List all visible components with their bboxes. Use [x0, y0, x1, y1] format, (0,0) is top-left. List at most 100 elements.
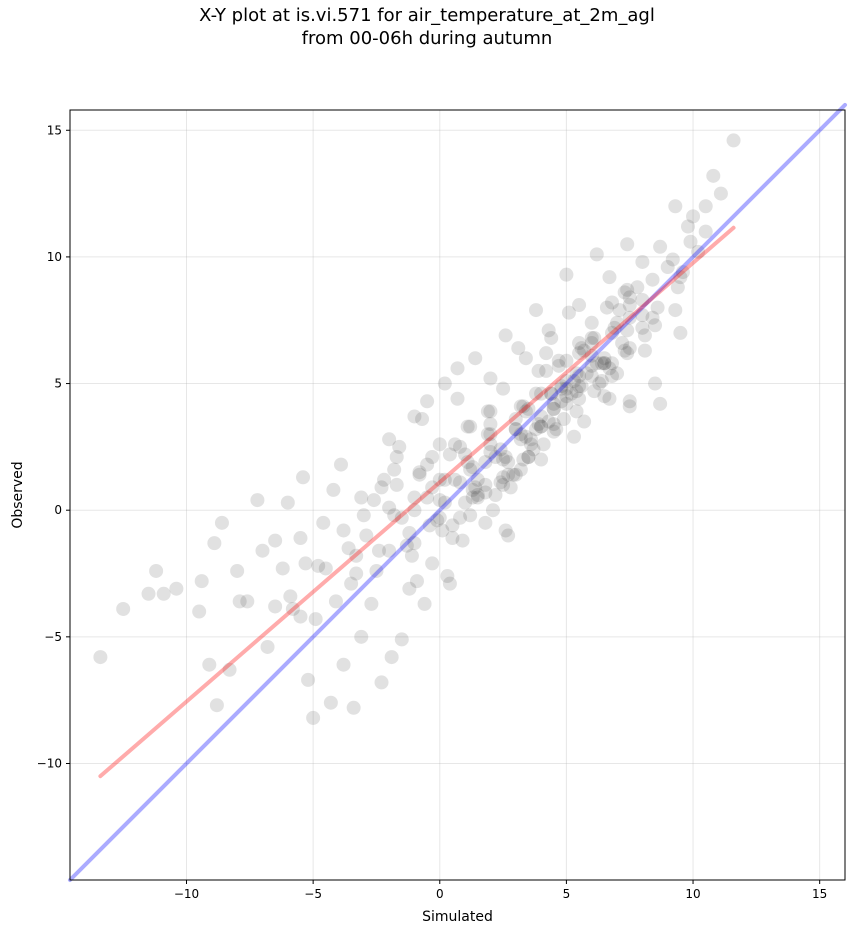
scatter-point	[597, 356, 612, 371]
scatter-point	[539, 363, 554, 378]
scatter-point	[584, 336, 599, 351]
scatter-point	[569, 384, 584, 399]
scatter-point	[285, 601, 300, 616]
scatter-point	[374, 675, 389, 690]
scatter-point	[604, 325, 619, 340]
scatter-point	[534, 419, 549, 434]
scatter-point	[602, 361, 617, 376]
scatter-point	[630, 280, 645, 295]
scatter-point	[483, 437, 498, 452]
scatter-point	[622, 310, 637, 325]
scatter-point	[584, 330, 599, 345]
scatter-point	[483, 444, 498, 459]
scatter-point	[698, 224, 713, 239]
scatter-point	[653, 396, 668, 411]
scatter-point	[346, 700, 361, 715]
scatter-point	[572, 298, 587, 313]
scatter-point	[425, 450, 440, 465]
scatter-point	[437, 472, 452, 487]
scatter-point	[407, 490, 422, 505]
scatter-point	[516, 452, 531, 467]
scatter-point	[480, 404, 495, 419]
scatter-point	[445, 518, 460, 533]
scatter-point	[318, 561, 333, 576]
one-to-one-line	[68, 102, 847, 882]
scatter-point	[445, 531, 460, 546]
scatter-point	[412, 467, 427, 482]
scatter-point	[389, 450, 404, 465]
scatter-point	[298, 556, 313, 571]
scatter-point	[572, 368, 587, 383]
scatter-point	[546, 424, 561, 439]
scatter-point	[572, 346, 587, 361]
scatter-point	[407, 409, 422, 424]
scatter-point	[544, 386, 559, 401]
scatter-point	[207, 536, 222, 551]
scatter-point	[567, 374, 582, 389]
scatter-point	[546, 401, 561, 416]
scatter-point	[615, 336, 630, 351]
scatter-point	[328, 594, 343, 609]
scatter-point	[214, 515, 229, 530]
scatter-point	[417, 596, 432, 611]
scatter-point	[387, 508, 402, 523]
scatter-point	[584, 368, 599, 383]
scatter-point	[156, 586, 171, 601]
scatter-point	[572, 391, 587, 406]
scatter-point	[554, 381, 569, 396]
scatter-point	[680, 219, 695, 234]
scatter-point	[648, 318, 663, 333]
scatter-point	[508, 422, 523, 437]
scatter-point	[635, 308, 650, 323]
scatter-point	[437, 495, 452, 510]
scatter-point	[686, 209, 701, 224]
scatter-point	[483, 371, 498, 386]
data-points	[93, 133, 741, 725]
scatter-point	[399, 538, 414, 553]
scatter-point	[268, 533, 283, 548]
scatter-point	[620, 282, 635, 297]
scatter-point	[572, 336, 587, 351]
scatter-point	[572, 379, 587, 394]
scatter-point	[420, 457, 435, 472]
scatter-point	[574, 341, 589, 356]
scatter-point	[584, 348, 599, 363]
scatter-point	[594, 374, 609, 389]
scatter-point	[546, 396, 561, 411]
scatter-point	[546, 401, 561, 416]
scatter-point	[394, 510, 409, 525]
scatter-point	[498, 523, 513, 538]
scatter-point	[275, 561, 290, 576]
scatter-point	[559, 374, 574, 389]
scatter-point	[637, 328, 652, 343]
scatter-point	[222, 662, 237, 677]
scatter-point	[308, 612, 323, 627]
scatter-point	[584, 358, 599, 373]
scatter-point	[551, 358, 566, 373]
scatter-point	[412, 465, 427, 480]
scatter-point	[513, 462, 528, 477]
scatter-point	[470, 472, 485, 487]
scatter-point	[650, 300, 665, 315]
x-tick-label: −10	[174, 887, 199, 901]
scatter-point	[622, 290, 637, 305]
reference-lines	[68, 102, 847, 882]
scatter-point	[534, 419, 549, 434]
scatter-point	[493, 442, 508, 457]
x-tick-label: −5	[304, 887, 322, 901]
scatter-point	[521, 401, 536, 416]
scatter-point	[577, 414, 592, 429]
y-tick-label: 15	[47, 123, 62, 137]
scatter-point	[665, 252, 680, 267]
scatter-point	[293, 609, 308, 624]
scatter-point	[366, 493, 381, 508]
scatter-point	[668, 303, 683, 318]
scatter-point	[268, 599, 283, 614]
scatter-point	[496, 470, 511, 485]
scatter-point	[610, 315, 625, 330]
scatter-point	[523, 437, 538, 452]
scatter-point	[501, 528, 516, 543]
scatter-point	[437, 376, 452, 391]
scatter-point	[296, 470, 311, 485]
scatter-point	[93, 650, 108, 665]
